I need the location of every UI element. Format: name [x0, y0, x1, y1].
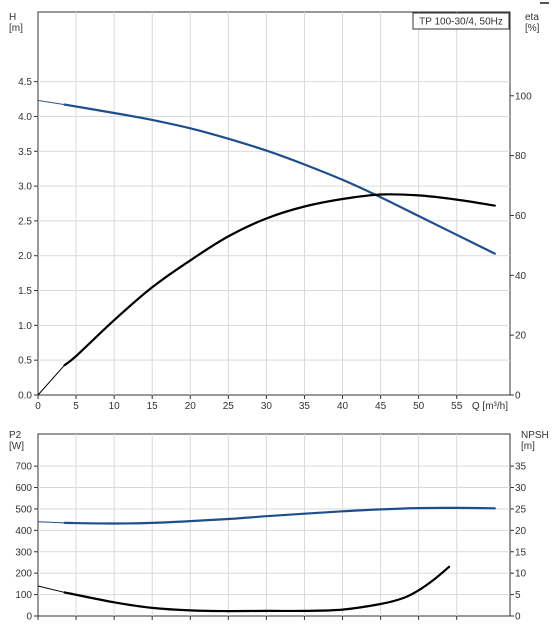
corner-marker — [540, 2, 549, 4]
series-line-1-1 — [63, 103, 496, 255]
x-tick-label: 0 — [35, 401, 41, 412]
chart-title: TP 100-30/4, 50Hz — [419, 17, 503, 28]
y-left-axis-unit: [m] — [9, 23, 23, 34]
x-tick-label: 15 — [147, 401, 159, 412]
y-left-tick-label: 4.0 — [18, 112, 32, 123]
y-right-tick-label: 0 — [515, 391, 521, 402]
series-extension-line — [37, 585, 65, 593]
y-right-tick-label: 40 — [515, 271, 527, 282]
series-extension-line — [37, 364, 66, 396]
y-right-tick-label: 80 — [515, 151, 527, 162]
y-left-tick-label: 3.5 — [18, 147, 32, 158]
y-left-tick-label: 600 — [15, 483, 32, 494]
x-tick-label: 50 — [413, 401, 425, 412]
chart-title-box — [412, 12, 510, 30]
y-left-axis-name: P2 — [9, 430, 22, 441]
y-right-tick-label: 25 — [515, 504, 527, 515]
x-tick-label: 55 — [451, 401, 463, 412]
x-tick-label: 5 — [73, 401, 79, 412]
y-right-axis-unit: [m] — [521, 441, 535, 452]
series-line-2-1 — [63, 506, 496, 525]
y-left-tick-label: 1.0 — [18, 321, 32, 332]
series-line-2-2 — [63, 565, 451, 613]
y-right-tick-label: 20 — [515, 526, 527, 537]
y-left-tick-label: 1.5 — [18, 286, 32, 297]
series-line-1-2 — [63, 193, 496, 367]
y-left-tick-label: 4.5 — [18, 77, 32, 88]
y-right-tick-label: 60 — [515, 211, 527, 222]
y-right-axis-name: NPSH — [521, 430, 549, 441]
y-left-axis-name: H — [9, 12, 16, 23]
y-right-tick-label: 5 — [515, 590, 521, 601]
x-tick-label: 20 — [185, 401, 197, 412]
y-left-tick-label: 2.0 — [18, 251, 32, 262]
y-left-tick-label: 0.0 — [18, 391, 32, 402]
series-extension-line — [37, 521, 65, 524]
y-left-tick-label: 400 — [15, 526, 32, 537]
y-left-tick-label: 0 — [26, 612, 32, 623]
y-right-axis-unit: [%] — [525, 23, 540, 34]
y-left-tick-label: 700 — [15, 462, 32, 473]
y-right-tick-label: 20 — [515, 331, 527, 342]
series-extension-line — [37, 99, 65, 106]
y-left-tick-label: 200 — [15, 569, 32, 580]
y-right-tick-label: 15 — [515, 547, 527, 558]
y-right-tick-label: 10 — [515, 569, 527, 580]
x-tick-label: 45 — [375, 401, 387, 412]
x-tick-label: 35 — [299, 401, 311, 412]
y-right-axis-name: eta — [525, 12, 539, 23]
x-axis-label: Q [m³/h] — [472, 401, 508, 412]
x-tick-label: 40 — [337, 401, 349, 412]
x-tick-label: 10 — [109, 401, 121, 412]
y-left-tick-label: 100 — [15, 590, 32, 601]
y-left-tick-label: 3.0 — [18, 182, 32, 193]
y-left-tick-label: 0.5 — [18, 356, 32, 367]
plot-frame-2 — [37, 433, 511, 617]
y-right-tick-label: 30 — [515, 483, 527, 494]
y-left-tick-label: 500 — [15, 504, 32, 515]
y-left-tick-label: 2.5 — [18, 216, 32, 227]
y-right-tick-label: 100 — [515, 91, 532, 102]
y-right-tick-label: 0 — [515, 612, 521, 623]
y-left-axis-unit: [W] — [9, 441, 24, 452]
x-tick-label: 25 — [223, 401, 235, 412]
plot-frame-1 — [37, 11, 511, 396]
x-tick-label: 30 — [261, 401, 273, 412]
y-right-tick-label: 35 — [515, 462, 527, 473]
y-left-tick-label: 300 — [15, 547, 32, 558]
